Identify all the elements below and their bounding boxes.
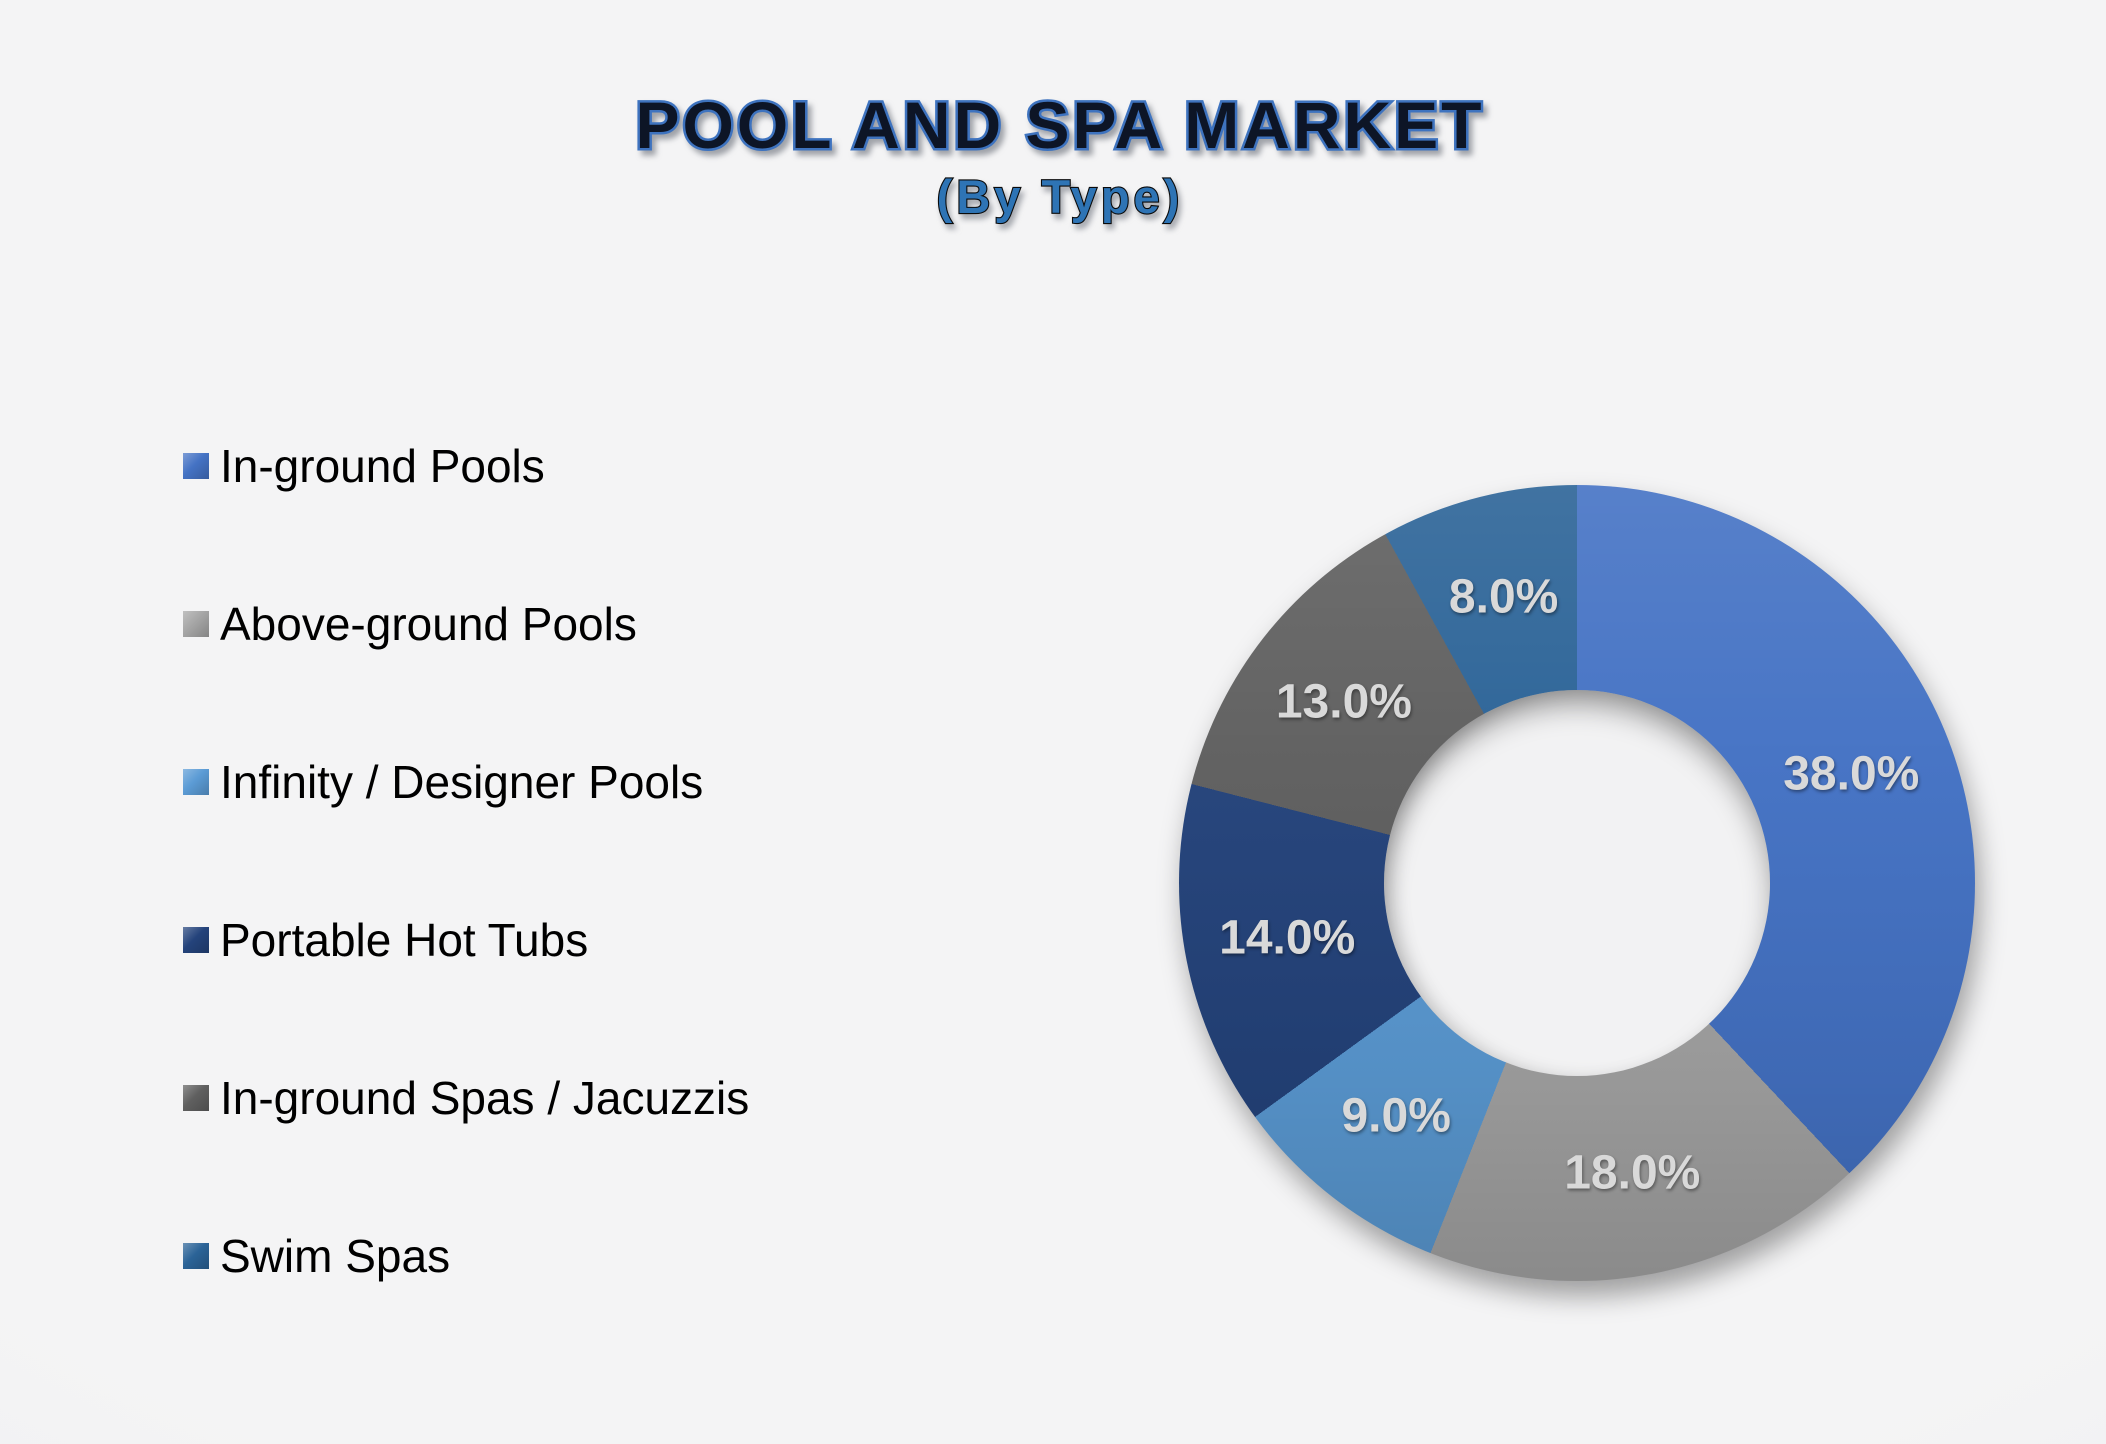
legend-swatch — [183, 611, 209, 637]
legend-label: Above-ground Pools — [220, 598, 637, 650]
legend-swatch — [183, 927, 209, 953]
legend-swatch — [183, 1085, 209, 1111]
legend-label: Infinity / Designer Pools — [220, 756, 704, 808]
legend-swatch — [183, 769, 209, 795]
legend-label: In-ground Pools — [220, 440, 545, 492]
legend-item: Swim Spas — [183, 1228, 749, 1284]
legend-swatch — [183, 1243, 209, 1269]
legend-swatch — [183, 453, 209, 479]
chart-title: POOL AND SPA MARKET — [635, 88, 1484, 162]
legend-item: In-ground Pools — [183, 438, 749, 494]
chart-header: POOL AND SPA MARKET (By Type) — [633, 86, 1484, 225]
donut-chart: 38.0% 18.0% 9.0% 14.0% 13.0% 8.0% — [1179, 485, 1975, 1281]
legend-item: Infinity / Designer Pools — [183, 754, 749, 810]
slice-label: 14.0% — [1219, 911, 1356, 965]
slice-label: 8.0% — [1448, 570, 1559, 624]
slice-label: 9.0% — [1341, 1089, 1451, 1143]
chart-subtitle: (By Type) — [937, 170, 1184, 223]
legend-label: Swim Spas — [220, 1230, 451, 1282]
slice-label: 13.0% — [1275, 675, 1412, 729]
legend-item: Portable Hot Tubs — [183, 912, 749, 968]
donut-hole — [1384, 690, 1770, 1076]
legend: In-ground Pools Above-ground Pools Infinit… — [183, 438, 749, 1386]
legend-item: In-ground Spas / Jacuzzis — [183, 1070, 749, 1126]
legend-label: Portable Hot Tubs — [220, 914, 589, 966]
slice-label: 18.0% — [1564, 1146, 1701, 1200]
slice-label: 38.0% — [1783, 747, 1920, 801]
legend-item: Above-ground Pools — [183, 596, 749, 652]
legend-label: In-ground Spas / Jacuzzis — [220, 1072, 750, 1124]
